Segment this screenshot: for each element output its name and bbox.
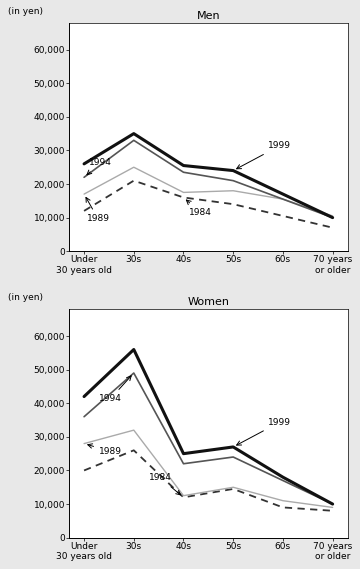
Text: 1989: 1989	[88, 444, 122, 456]
Text: 1984: 1984	[186, 200, 211, 217]
Text: 1994: 1994	[99, 376, 131, 403]
Text: 1984: 1984	[149, 473, 180, 495]
Text: (in yen): (in yen)	[8, 7, 43, 16]
Text: 1999: 1999	[237, 418, 291, 445]
Text: 1999: 1999	[237, 142, 291, 169]
Text: (in yen): (in yen)	[8, 294, 43, 302]
Text: 1994: 1994	[87, 158, 112, 175]
Title: Men: Men	[197, 11, 220, 20]
Title: Women: Women	[187, 297, 229, 307]
Text: 1989: 1989	[86, 197, 109, 223]
